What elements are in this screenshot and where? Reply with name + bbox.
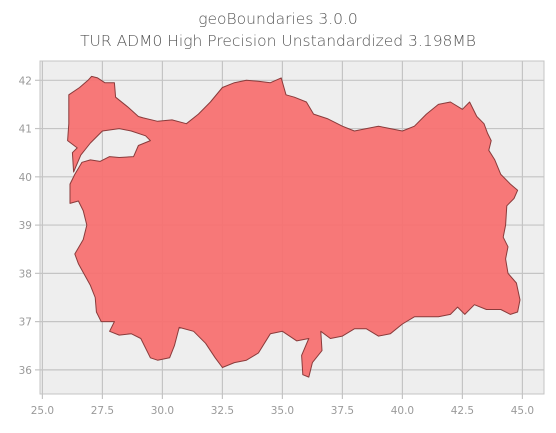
y-tick-label: 41 — [19, 124, 32, 136]
y-tick-label: 36 — [19, 365, 33, 377]
x-tick-label: 45.0 — [511, 405, 534, 417]
y-tick-label: 42 — [19, 75, 32, 87]
x-tick-label: 42.5 — [451, 405, 474, 417]
y-axis: 36 37 38 39 40 41 42 — [19, 75, 40, 377]
chart-title: geoBoundaries 3.0.0 — [198, 10, 358, 28]
x-tick-label: 30.0 — [151, 405, 174, 417]
x-tick-label: 25.0 — [31, 405, 54, 417]
y-tick-label: 39 — [19, 220, 32, 232]
x-tick-label: 32.5 — [211, 405, 234, 417]
x-tick-label: 27.5 — [91, 405, 114, 417]
country-boundary — [67, 75, 521, 378]
y-tick-label: 38 — [19, 268, 32, 280]
y-tick-label: 37 — [19, 317, 32, 329]
x-tick-label: 37.5 — [331, 405, 354, 417]
y-tick-label: 40 — [19, 172, 32, 184]
x-tick-label: 40.0 — [391, 405, 414, 417]
x-tick-label: 35.0 — [271, 405, 294, 417]
x-axis: 25.0 27.5 30.0 32.5 35.0 37.5 40.0 42.5 45.0 — [31, 394, 534, 417]
chart-subtitle: TUR ADM0 High Precision Unstandardized 3… — [80, 32, 476, 50]
